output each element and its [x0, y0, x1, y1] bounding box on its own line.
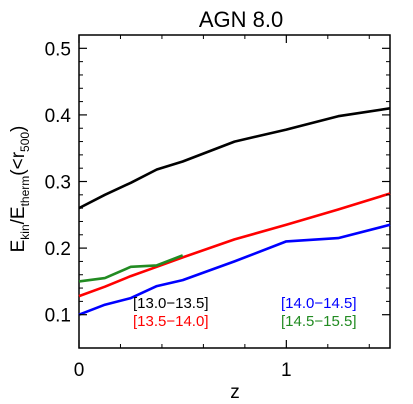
series-line-4 — [78, 254, 184, 283]
ticks-layer: 0.1 0.2 0.3 0.4 0.5 0 1 — [45, 35, 390, 381]
y-label-sub-kin: kin — [18, 224, 32, 239]
y-label-slash: /E — [8, 206, 29, 224]
x-tick-label-1: 1 — [281, 360, 292, 381]
y-tick-label-3: 0.4 — [45, 106, 72, 127]
y-tick-label-2: 0.3 — [45, 173, 71, 194]
y-tick-label-1: 0.2 — [45, 239, 71, 260]
x-tick-label-0: 0 — [74, 360, 85, 381]
y-label-main: E — [8, 240, 29, 253]
y-label-sub-500: 500 — [18, 132, 32, 152]
y-label-paren-close: ) — [8, 126, 29, 132]
legend-entry-13-0-13-5: [13.0−13.5] — [133, 295, 208, 312]
legend-entry-14-0-14-5: [14.0−14.5] — [281, 295, 356, 312]
y-tick-label-4: 0.5 — [45, 39, 71, 60]
series-layer — [78, 107, 391, 316]
series-line-2 — [78, 192, 391, 298]
svg-text:Ekin/Etherm(<r500): Ekin/Etherm(<r500) — [8, 126, 32, 253]
y-label-sub-therm: therm — [18, 176, 32, 207]
series-line-3 — [78, 223, 391, 316]
x-axis-label: z — [230, 382, 240, 403]
legend: [13.0−13.5] [13.5−14.0] [14.0−14.5] [14.… — [133, 295, 356, 330]
series-line-1 — [78, 107, 391, 210]
chart-title: AGN 8.0 — [199, 7, 283, 32]
legend-entry-13-5-14-0: [13.5−14.0] — [133, 313, 208, 330]
y-tick-label-0: 0.1 — [45, 306, 71, 327]
plot-frame — [78, 34, 391, 349]
legend-entry-14-5-15-5: [14.5−15.5] — [281, 313, 356, 330]
y-label-paren-open: (<r — [8, 151, 29, 175]
y-axis-label: Ekin/Etherm(<r500) — [8, 126, 32, 253]
